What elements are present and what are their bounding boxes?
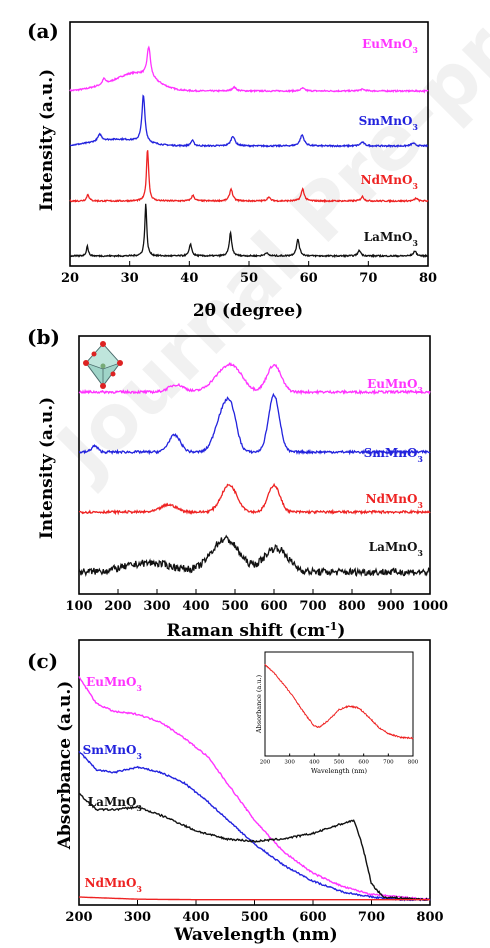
- xrd-line-SmMnO3: [69, 94, 429, 149]
- series-label: LaMnO3: [369, 540, 424, 558]
- panel-c-inset: 200 300 400 500 600 700 800 Wavelength (nm) Ab…: [255, 651, 419, 775]
- panel-c-x-tick-label: 700: [358, 910, 385, 925]
- panel-b-ylabel: Intensity (a.u.): [37, 397, 57, 539]
- inset-x-tick-label: 200: [260, 760, 271, 766]
- panel-a-x-tick-label: 40: [180, 271, 198, 286]
- panel-a-x-tick-label: 60: [300, 271, 318, 286]
- panel-b-x-tick-label: 300: [143, 599, 170, 614]
- series-label: LaMnO3: [364, 230, 419, 248]
- panel-a-ylabel: Intensity (a.u.): [37, 69, 57, 211]
- series-label: EuMnO3: [86, 675, 142, 693]
- panel-a-x-tick-label: 80: [419, 271, 437, 286]
- panel-c-x-tick-label: 400: [182, 910, 209, 925]
- inset-line-NdMnO3: [264, 663, 414, 740]
- octahedron-icon: [83, 341, 123, 389]
- series-label: SmMnO3: [83, 743, 143, 761]
- panel-c-x-tick-label: 300: [124, 910, 151, 925]
- inset-x-tick-label: 500: [334, 760, 345, 766]
- panel-a-xlabel: 2θ (degree): [193, 301, 303, 321]
- series-label: NdMnO3: [361, 173, 419, 191]
- panel-b-x-tick-label: 600: [260, 599, 287, 614]
- panel-b-x-tick-label: 700: [299, 599, 326, 614]
- panel-b-frame: [78, 335, 431, 595]
- series-label: NdMnO3: [366, 492, 424, 510]
- panel-c-ylabel: Absorbance (a.u.): [55, 681, 75, 851]
- panel-a-x-tick-label: 20: [61, 271, 79, 286]
- inset-x-tick-label: 800: [408, 760, 419, 766]
- panel-b-x-tick-label: 1000: [412, 599, 448, 614]
- panel-a: (a) Intensity (a.u.) 20 30 40 50 60 70 80 EuMn…: [27, 19, 437, 321]
- panel-b-x-tick-label: 400: [182, 599, 209, 614]
- xrd-line-NdMnO3: [69, 150, 429, 204]
- series-label: LaMnO3: [88, 795, 143, 813]
- panel-c-x-axis: 200 300 400 500 600 700 800: [65, 900, 444, 925]
- panel-b-xlabel: Raman shift (cm-1): [167, 620, 346, 642]
- inset-ylabel: Absorbance (a.u.): [255, 674, 263, 734]
- panel-c-series: EuMnO3 SmMnO3 LaMnO3 NdMnO3: [78, 675, 431, 902]
- panel-c: (c) Absorbance (a.u.) 200 300 400 500 600 700…: [27, 639, 444, 945]
- panel-a-x-tick-label: 30: [121, 271, 139, 286]
- panel-a-x-axis: 20 30 40 50 60 70 80: [61, 261, 437, 286]
- panel-c-x-tick-label: 800: [416, 910, 443, 925]
- panel-c-x-tick-label: 500: [241, 910, 268, 925]
- panel-a-series: EuMnO3 SmMnO3 NdMnO3 LaMnO3: [69, 37, 429, 259]
- panel-b-x-tick-label: 100: [65, 599, 92, 614]
- raman-line-NdMnO3: [79, 482, 431, 516]
- panel-b-x-tick-label: 800: [338, 599, 365, 614]
- series-label: EuMnO3: [362, 37, 418, 55]
- panel-c-x-tick-label: 200: [65, 910, 92, 925]
- panel-b-x-tick-label: 900: [377, 599, 404, 614]
- raman-line-SmMnO3: [78, 392, 431, 456]
- panel-b-x-tick-label: 200: [104, 599, 131, 614]
- inset-x-tick-label: 600: [358, 760, 369, 766]
- panel-a-x-tick-label: 70: [359, 271, 377, 286]
- inset-x-axis: 200 300 400 500 600 700 800: [260, 753, 419, 766]
- series-label: SmMnO3: [359, 114, 419, 132]
- panel-b-x-axis: 100 200 300 400 500 600 700 800 900 1000: [65, 589, 448, 614]
- panel-b: (b) Intensity (a.u.) 100 200 300 400 500 600 7…: [27, 325, 448, 641]
- panel-b-label: (b): [27, 325, 60, 349]
- inset-x-tick-label: 300: [284, 760, 295, 766]
- panel-a-label: (a): [27, 19, 59, 43]
- absorbance-line-NdMnO3: [78, 896, 430, 901]
- inset-x-tick-label: 700: [383, 760, 394, 766]
- absorbance-line-SmMnO3: [78, 751, 431, 902]
- panel-b-x-tick-label: 500: [221, 599, 248, 614]
- xrd-line-LaMnO3: [69, 203, 429, 259]
- series-label: NdMnO3: [85, 876, 143, 894]
- absorbance-line-LaMnO3: [78, 792, 430, 901]
- series-label: SmMnO3: [364, 446, 424, 464]
- raman-line-EuMnO3: [78, 362, 431, 396]
- inset-x-tick-label: 400: [309, 760, 320, 766]
- panel-c-x-tick-label: 600: [299, 910, 326, 925]
- raman-line-LaMnO3: [78, 534, 431, 578]
- inset-series: [264, 663, 414, 740]
- inset-xlabel: Wavelength (nm): [311, 767, 368, 775]
- panel-b-series: EuMnO3 SmMnO3 NdMnO3 LaMnO3: [78, 362, 431, 578]
- panel-c-xlabel: Wavelength (nm): [173, 925, 337, 945]
- series-label: EuMnO3: [367, 377, 423, 395]
- absorbance-line-EuMnO3: [78, 676, 431, 901]
- panel-c-label: (c): [27, 649, 58, 673]
- xrd-line-EuMnO3: [69, 45, 429, 94]
- inset-frame: [264, 651, 414, 757]
- panel-a-x-tick-label: 50: [240, 271, 258, 286]
